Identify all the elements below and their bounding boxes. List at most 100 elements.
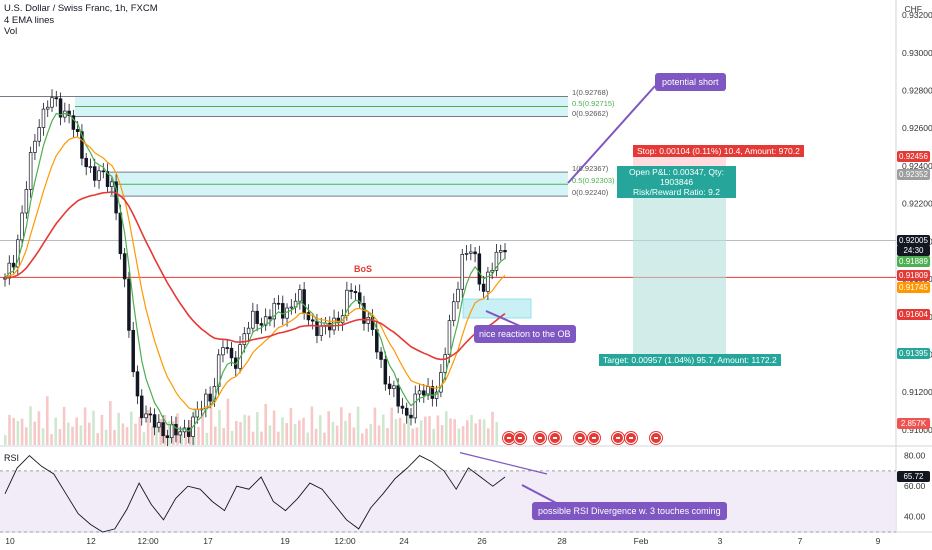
volume-bar	[491, 411, 494, 445]
candle-body	[349, 289, 353, 292]
volume-bar	[428, 416, 431, 445]
rsi-callout-pointer	[521, 484, 561, 506]
economic-event-icon[interactable]	[514, 432, 526, 444]
volume-bar	[83, 407, 87, 445]
candle-body	[127, 278, 131, 331]
candle-body	[225, 347, 229, 349]
rsi-divergence-callout[interactable]: possible RSI Divergence w. 3 touches com…	[532, 502, 727, 520]
economic-event-icon[interactable]	[588, 432, 600, 444]
candle-body	[165, 435, 170, 439]
volume-bar	[41, 428, 45, 445]
volume-bar	[209, 401, 213, 445]
volume-indicator-label[interactable]: Vol	[4, 26, 18, 37]
volume-bar	[29, 406, 32, 445]
ema-indicator-label[interactable]: 4 EMA lines	[4, 14, 55, 26]
candle-body	[306, 312, 311, 321]
volume-bar	[306, 432, 309, 445]
volume-bar	[138, 416, 141, 445]
time-tick-label: 12	[86, 536, 96, 546]
volume-bar	[335, 425, 339, 445]
fib-top-label-1: 1(0.92768)	[572, 88, 609, 97]
economic-event-icon[interactable]	[650, 432, 662, 444]
volume-bar	[369, 423, 372, 445]
volume-bar	[159, 419, 162, 445]
candle-body	[67, 110, 71, 117]
candle-body	[110, 181, 114, 187]
volume-bar	[235, 421, 238, 445]
rsi-tick-label: 80.00	[904, 451, 926, 461]
ema-line-green	[4, 112, 506, 433]
volume-bar	[403, 423, 406, 445]
candle-body	[263, 316, 268, 326]
short-callout-pointer	[567, 85, 656, 184]
price-tick-label: 0.92600	[902, 123, 932, 133]
economic-event-icon[interactable]	[574, 432, 586, 444]
volume-bar	[432, 429, 435, 445]
candle-body	[50, 97, 54, 108]
candle-body	[41, 108, 46, 128]
candle-body	[33, 140, 37, 153]
candle-body	[404, 407, 409, 416]
volume-bar	[264, 403, 267, 445]
volume-bar	[96, 433, 99, 445]
volume-bar	[243, 414, 246, 445]
candle-body	[494, 251, 499, 271]
volume-bar	[222, 428, 225, 445]
candle-body	[24, 189, 29, 214]
volume-bar	[12, 417, 15, 445]
economic-event-icon[interactable]	[549, 432, 561, 444]
candle-body	[473, 251, 477, 255]
time-tick-label: 12:00	[334, 536, 356, 546]
volume-bar	[424, 416, 427, 445]
economic-event-icon[interactable]	[625, 432, 637, 444]
candle-body	[161, 422, 165, 437]
candle-body	[54, 97, 59, 100]
volume-bar	[167, 420, 171, 445]
candle-body	[460, 253, 465, 290]
volume-bar	[377, 425, 381, 445]
candle-body	[152, 414, 157, 428]
candle-body	[169, 423, 174, 439]
volume-bar	[218, 409, 221, 445]
volume-bar	[394, 419, 398, 445]
fib-top-label-2: 0.5(0.92715)	[572, 99, 615, 108]
fib-mid-label-2: 0.5(0.92303)	[572, 176, 615, 185]
price-badge-ema-green: 0.91889	[897, 256, 930, 267]
time-tick-label: 17	[203, 536, 213, 546]
candle-body	[58, 98, 63, 118]
candle-body	[298, 289, 302, 302]
volume-bar	[121, 423, 125, 445]
potential-short-callout[interactable]: potential short	[655, 73, 726, 91]
symbol-title[interactable]: U.S. Dollar / Swiss Franc, 1h, FXCM	[4, 3, 158, 14]
volume-bar	[470, 415, 473, 445]
rsi-label[interactable]: RSI	[4, 453, 20, 463]
volume-bar	[348, 413, 351, 445]
price-badge-target: 0.91395	[897, 348, 930, 359]
volume-bar	[8, 414, 11, 445]
candle-body	[246, 327, 251, 335]
volume-bar	[319, 415, 322, 445]
volume-bar	[390, 407, 393, 445]
candle-body	[379, 351, 383, 360]
price-tick-label: 0.92200	[902, 199, 932, 209]
volume-bar	[205, 432, 209, 445]
candle-body	[276, 302, 281, 305]
candle-body	[242, 333, 247, 345]
volume-bar	[440, 425, 444, 445]
volume-bar	[445, 411, 448, 445]
ob-reaction-callout[interactable]: nice reaction to the OB	[474, 325, 576, 343]
candle-body	[144, 413, 148, 419]
candle-body	[28, 152, 33, 190]
volume-bar	[365, 428, 368, 445]
economic-event-icon[interactable]	[534, 432, 546, 444]
candle-body	[80, 131, 84, 159]
economic-event-icon[interactable]	[612, 432, 624, 444]
volume-badge: 2.857K	[897, 418, 930, 429]
candle-body	[289, 306, 294, 309]
volume-bar	[130, 411, 133, 445]
candle-body	[135, 371, 140, 397]
volume-bar	[197, 426, 200, 445]
candle-body	[281, 303, 285, 319]
volume-bar	[398, 417, 402, 445]
